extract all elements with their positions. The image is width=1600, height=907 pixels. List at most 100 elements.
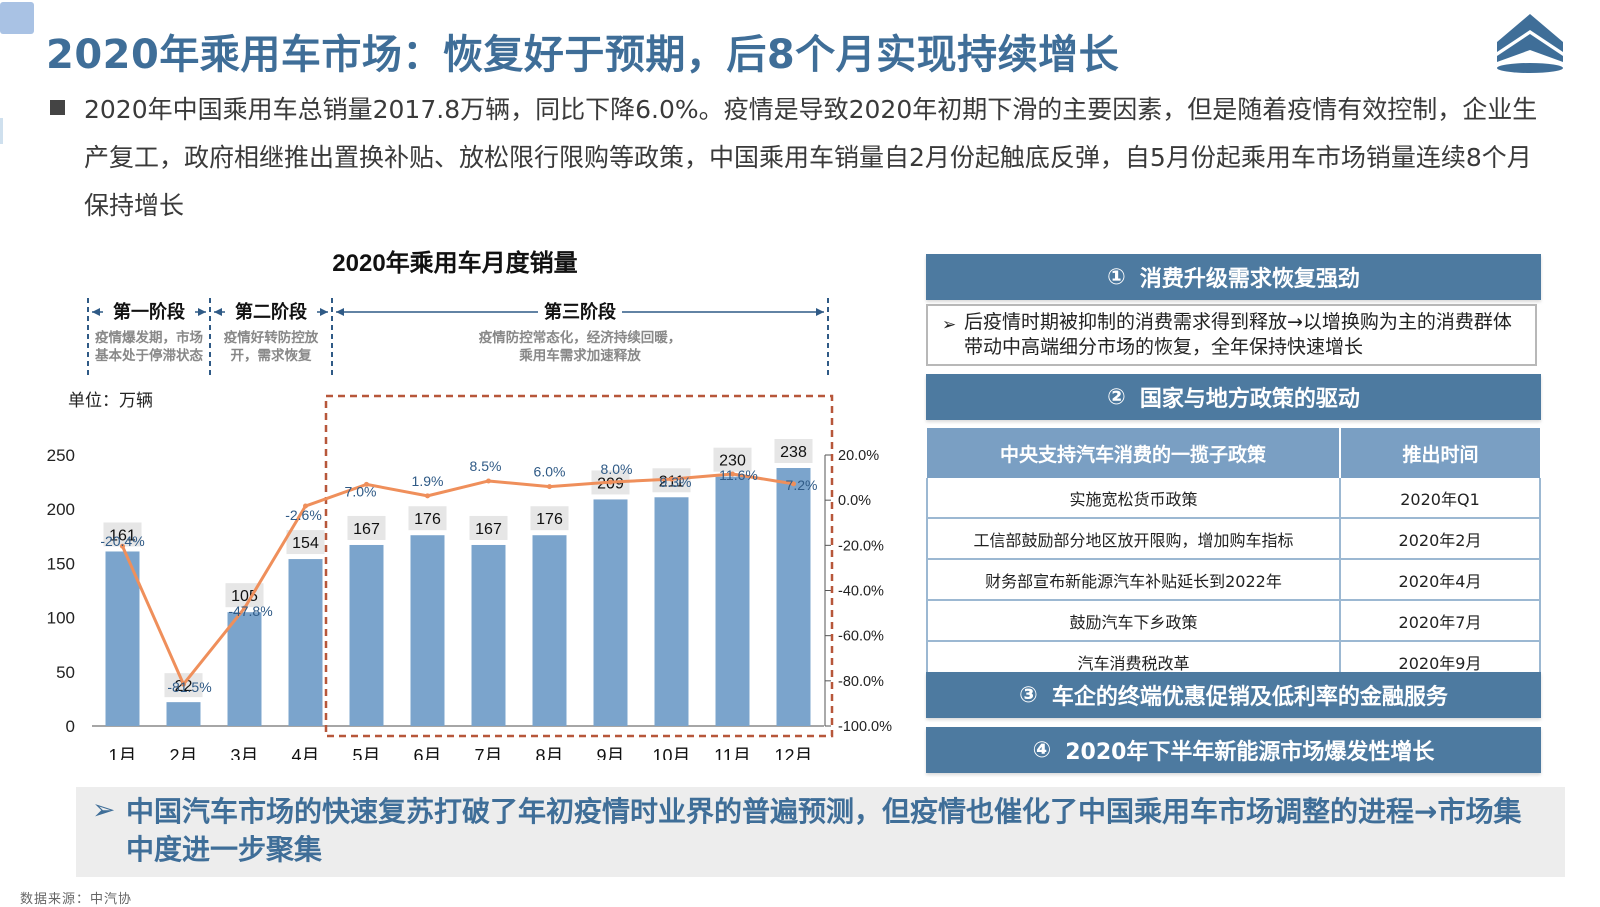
growth-point: [669, 476, 674, 482]
panel-consumption-body: ➢ 后疫情时期被抑制的消费需求得到释放→以增换购为主的消费群体带动中高端细分市场…: [926, 304, 1537, 366]
y2-axis-tick-label: -60.0%: [838, 629, 884, 645]
phase-label: 第一阶段: [113, 301, 186, 322]
bar-value-label: 230: [719, 453, 746, 470]
bullet-square: [50, 100, 65, 115]
bar-value-bg: [286, 530, 325, 555]
panel-number: ①: [1107, 264, 1126, 290]
policy-cell: 实施宽松货币政策: [926, 478, 1341, 519]
policy-cell: 工信部鼓励部分地区放开限购，增加购车指标: [926, 518, 1341, 560]
bar-value-label: 105: [231, 588, 258, 605]
panel-text: 后疫情时期被抑制的消费需求得到释放→以增换购为主的消费群体带动中高端细分市场的恢…: [964, 311, 1512, 358]
panel-header: ① 消费升级需求恢复强劲: [926, 254, 1541, 300]
page-title: 2020年乘用车市场：恢复好于预期，后8个月实现持续增长: [46, 32, 1120, 78]
growth-point: [608, 479, 613, 485]
x-axis-tick-label: 1月: [108, 746, 136, 760]
chart-title: 2020年乘用车月度销量: [332, 249, 577, 277]
bar: [227, 612, 262, 726]
bar-value-label: 238: [780, 444, 807, 461]
panel-promotion: ③ 车企的终端优惠促销及低利率的金融服务: [926, 672, 1541, 718]
panel-title: 国家与地方政策的驱动: [1139, 387, 1360, 412]
growth-point: [730, 471, 735, 477]
date-cell: 2020年Q1: [1340, 478, 1541, 519]
date-cell: 2020年7月: [1340, 600, 1541, 642]
panel-title: 车企的终端优惠促销及低利率的金融服务: [1051, 685, 1448, 710]
phase-label: 第三阶段: [544, 301, 617, 322]
panel-nev: ④ 2020年下半年新能源市场爆发性增长: [926, 727, 1541, 773]
bar-value-bg: [408, 506, 447, 531]
table-header-row: 中央支持汽车消费的一揽子政策 推出时间: [927, 428, 1540, 478]
bar-value-bg: [347, 515, 386, 540]
panel-number: ②: [1107, 384, 1126, 410]
growth-point: [547, 484, 552, 490]
x-axis-tick-label: 8月: [535, 746, 563, 760]
bar: [105, 551, 140, 726]
bar: [776, 468, 811, 726]
phase-description: 乘用车需求加速释放: [518, 347, 641, 363]
phase-arrowhead-icon: [214, 308, 222, 316]
growth-data-label: 7.2%: [786, 477, 818, 493]
edge-decoration: [0, 118, 3, 144]
bar-value-bg: [469, 515, 508, 540]
bar: [410, 535, 445, 726]
policy-table: 中央支持汽车消费的一揽子政策 推出时间 实施宽松货币政策 2020年Q1 工信部…: [926, 428, 1541, 683]
growth-point: [181, 681, 186, 687]
growth-data-label: -81.5%: [167, 679, 211, 695]
arrow-bullet-icon: ➢: [942, 315, 957, 335]
bar: [349, 544, 384, 726]
x-axis-tick-label: 10月: [652, 746, 690, 760]
bar-value-label: 176: [414, 511, 441, 528]
phase-arrowhead-icon: [336, 308, 344, 316]
highlight-box: [324, 394, 834, 738]
y2-axis-tick-label: -80.0%: [838, 674, 884, 690]
conclusion-text: 中国汽车市场的快速复苏打破了年初疫情时业界的普遍预测，但疫情也催化了中国乘用车市…: [126, 795, 1522, 866]
y-axis-tick-label: 150: [47, 554, 75, 573]
y-axis-tick-label: 200: [47, 500, 75, 519]
growth-data-label: 8.5%: [470, 458, 502, 474]
y-axis-tick-label: 0: [66, 717, 75, 736]
table-row: 财务部宣布新能源汽车补贴延长到2022年 2020年4月: [926, 559, 1541, 601]
bar: [715, 476, 750, 726]
phase-description: 开，需求恢复: [231, 347, 312, 363]
company-logo-icon: [1497, 14, 1563, 73]
growth-point: [120, 543, 125, 549]
panel-consumption: ① 消费升级需求恢复强劲: [926, 254, 1541, 300]
y-axis-tick-label: 100: [47, 609, 75, 628]
x-axis-tick-label: 5月: [352, 746, 380, 760]
panel-header: ④ 2020年下半年新能源市场爆发性增长: [926, 727, 1541, 773]
growth-data-label: 6.0%: [534, 464, 566, 480]
bar: [593, 499, 628, 726]
panel-number: ④: [1032, 737, 1052, 763]
bar-value-bg: [713, 447, 752, 472]
growth-data-label: 11.6%: [719, 467, 758, 483]
phase-arrowhead-icon: [198, 308, 206, 316]
growth-point: [364, 481, 369, 487]
y2-axis-tick-label: -20.0%: [838, 538, 884, 554]
phase-arrowhead-icon: [816, 308, 824, 316]
phase-label: 第二阶段: [235, 301, 308, 322]
table-row: 实施宽松货币政策 2020年Q1: [926, 478, 1541, 519]
y2-axis-tick-label: -40.0%: [838, 584, 884, 600]
growth-data-label: 8.0%: [601, 461, 633, 477]
arrow-bullet-icon: ➢: [92, 793, 116, 826]
bar-value-label: 161: [109, 527, 136, 544]
intro-paragraph: 2020年中国乘用车总销量2017.8万辆，同比下降6.0%。疫情是导致2020…: [84, 95, 1538, 220]
phase-arrowhead-icon: [92, 308, 100, 316]
growth-data-label: 7.0%: [345, 483, 377, 499]
x-axis-tick-label: 7月: [474, 746, 502, 760]
panel-policy: ② 国家与地方政策的驱动: [926, 374, 1541, 420]
x-axis-tick-label: 4月: [291, 746, 319, 760]
y2-axis-tick-label: -100.0%: [838, 719, 892, 735]
panel-title: 2020年下半年新能源市场爆发性增长: [1065, 740, 1435, 765]
x-axis-tick-label: 9月: [596, 746, 624, 760]
corner-decoration: [0, 2, 34, 34]
growth-line: [121, 472, 794, 686]
growth-data-label: 1.9%: [412, 473, 444, 489]
panel-title: 消费升级需求恢复强劲: [1139, 267, 1360, 292]
bar: [288, 559, 323, 726]
date-cell: 2020年4月: [1340, 559, 1541, 601]
x-axis-tick-label: 12月: [774, 746, 812, 760]
bar: [166, 702, 201, 726]
bar-value-label: 167: [475, 521, 502, 538]
bar: [532, 535, 567, 726]
growth-data-label: -47.8%: [228, 603, 272, 619]
